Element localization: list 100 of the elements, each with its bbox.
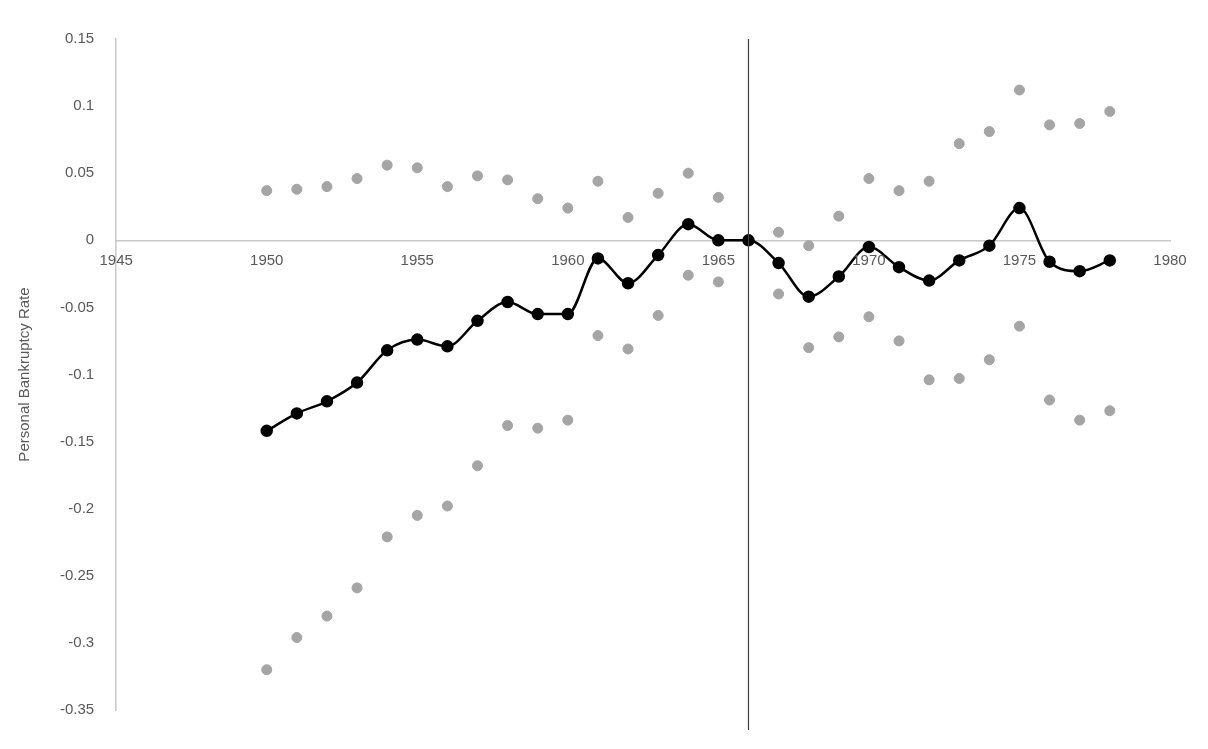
point: [923, 374, 935, 386]
point: [952, 254, 966, 267]
x-tick-label: 1970: [852, 250, 886, 268]
point: [953, 138, 965, 150]
x-tick-label: 1955: [400, 250, 434, 268]
point: [1044, 119, 1056, 131]
point: [411, 333, 424, 346]
x-tick-label: 1960: [551, 250, 585, 268]
point: [561, 307, 575, 321]
x-tick-label: 1965: [701, 250, 736, 268]
point: [411, 509, 423, 521]
point: [291, 632, 303, 644]
y-tick-label: 0.05: [64, 163, 95, 181]
point: [1103, 254, 1117, 267]
point: [682, 167, 694, 179]
y-tick-label: -0.2: [68, 498, 95, 516]
point: [441, 500, 453, 512]
point: [863, 173, 875, 185]
y-tick-label: -0.15: [59, 431, 95, 449]
point: [380, 344, 394, 357]
point: [833, 210, 845, 222]
point: [261, 185, 273, 197]
point: [291, 183, 303, 195]
point: [471, 314, 484, 328]
point: [833, 331, 845, 343]
point: [1073, 264, 1086, 278]
point: [381, 159, 393, 171]
point: [592, 330, 604, 342]
point: [621, 276, 635, 290]
point: [923, 175, 935, 187]
point: [350, 376, 364, 389]
point: [472, 170, 483, 182]
point: [922, 274, 936, 287]
y-axis-title: Personal Bankruptcy Rate: [15, 287, 33, 462]
point: [1013, 84, 1025, 96]
point: [351, 173, 363, 185]
point: [1074, 414, 1086, 426]
point: [803, 240, 815, 252]
point: [321, 181, 333, 193]
point: [351, 582, 363, 594]
point: [1013, 201, 1026, 215]
point: [832, 270, 846, 283]
point: [290, 407, 304, 420]
point: [1074, 118, 1086, 130]
point: [1044, 394, 1056, 406]
point: [652, 187, 664, 199]
point: [562, 414, 574, 426]
point: [682, 217, 695, 231]
point: [893, 185, 905, 197]
point: [321, 610, 333, 622]
y-tick-label: 0.1: [73, 96, 95, 114]
point: [803, 342, 815, 354]
point: [622, 211, 634, 223]
point: [320, 395, 334, 408]
point: [652, 309, 664, 321]
point: [983, 126, 995, 138]
point: [773, 288, 785, 300]
point: [863, 311, 875, 323]
point: [260, 424, 273, 438]
point: [893, 335, 905, 347]
point: [381, 531, 393, 543]
point: [592, 175, 604, 187]
point: [802, 290, 815, 303]
point: [773, 226, 785, 238]
point: [562, 202, 574, 214]
point: [472, 460, 483, 472]
point: [983, 239, 996, 252]
point: [501, 295, 514, 309]
point: [261, 664, 273, 676]
point: [712, 234, 725, 247]
y-tick-label: -0.35: [59, 700, 95, 718]
point: [1104, 405, 1116, 417]
point: [862, 240, 876, 254]
point: [502, 420, 514, 431]
point: [1043, 255, 1056, 269]
point: [591, 252, 605, 265]
point: [441, 340, 454, 353]
y-tick-label: 0: [85, 230, 95, 248]
point: [1013, 320, 1025, 332]
point: [651, 248, 665, 262]
point: [1104, 105, 1116, 117]
y-tick-label: -0.1: [68, 364, 95, 382]
point: [622, 343, 634, 355]
point: [772, 256, 785, 270]
point: [712, 191, 724, 203]
y-tick-label: -0.25: [59, 565, 95, 583]
point: [983, 354, 995, 366]
point: [892, 260, 906, 274]
point: [532, 422, 544, 434]
point: [712, 276, 724, 288]
y-tick-label: -0.05: [59, 297, 95, 315]
point: [532, 193, 544, 205]
x-tick-label: 1945: [99, 250, 133, 268]
point: [682, 269, 694, 281]
x-tick-label: 1975: [1002, 250, 1037, 268]
y-tick-label: -0.3: [68, 633, 95, 651]
point: [953, 373, 965, 385]
point: [502, 174, 514, 186]
x-tick-label: 1950: [250, 250, 284, 268]
point: [411, 162, 423, 174]
